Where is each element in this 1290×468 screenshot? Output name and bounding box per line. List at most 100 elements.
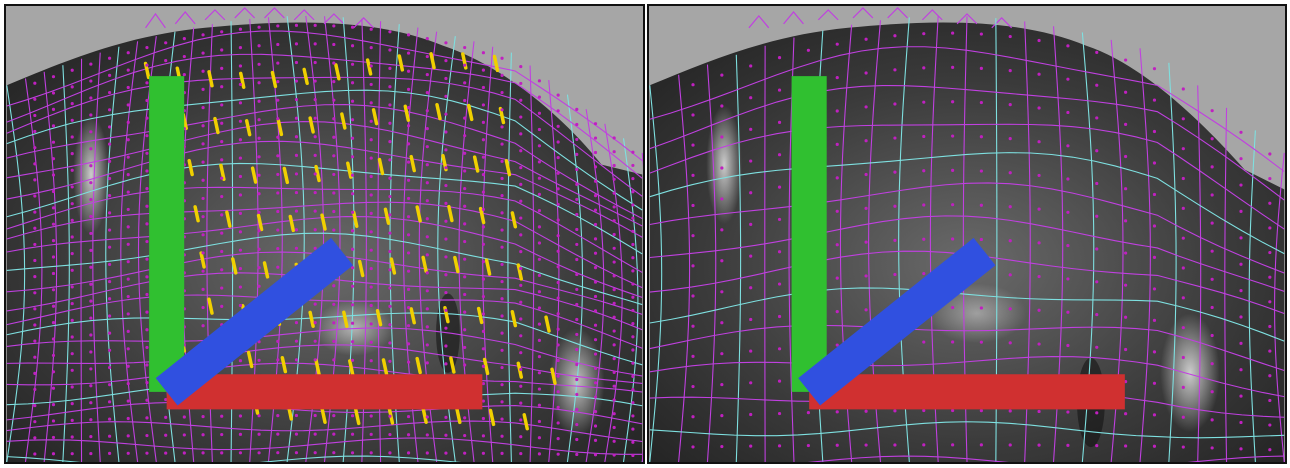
mesh-point xyxy=(777,282,782,286)
mesh-point xyxy=(575,257,579,262)
mesh-point xyxy=(612,398,616,402)
mesh-point xyxy=(107,56,112,60)
mesh-point xyxy=(519,250,523,254)
mesh-point xyxy=(350,266,355,270)
mesh-point xyxy=(425,37,429,41)
mesh-point xyxy=(425,109,429,113)
mesh-point xyxy=(556,218,560,222)
mesh-point xyxy=(500,194,504,198)
mesh-point xyxy=(257,25,261,29)
mesh-point xyxy=(537,144,542,148)
mesh-point xyxy=(33,420,37,424)
mesh-point xyxy=(979,100,983,105)
mesh-point xyxy=(500,142,504,146)
mesh-point xyxy=(1066,144,1070,148)
mesh-point xyxy=(593,136,598,140)
mesh-point xyxy=(1008,69,1012,73)
mesh-point xyxy=(1095,247,1099,251)
mesh-point xyxy=(1268,250,1272,255)
mesh-point xyxy=(164,397,168,402)
selected-cv xyxy=(409,154,416,173)
mesh-point xyxy=(388,103,392,107)
selected-cv xyxy=(516,263,524,281)
mesh-point xyxy=(444,148,448,152)
selected-cv xyxy=(342,310,349,328)
mesh-point xyxy=(631,203,635,207)
mesh-point xyxy=(1210,221,1214,225)
selected-cv xyxy=(308,116,315,134)
mesh-point xyxy=(951,134,955,138)
mesh-point xyxy=(238,193,243,197)
mesh-point xyxy=(556,187,560,191)
mesh-points-left xyxy=(33,23,635,458)
mesh-point xyxy=(406,433,411,437)
mesh-point xyxy=(537,306,542,310)
mesh-point xyxy=(1095,50,1099,54)
mesh-point xyxy=(1066,343,1070,348)
mesh-point xyxy=(145,134,149,138)
mesh-point xyxy=(33,387,37,392)
mesh-point xyxy=(425,181,429,185)
mesh-point xyxy=(145,45,149,50)
mesh-point xyxy=(777,88,782,92)
mesh-isoparm-u xyxy=(529,65,535,462)
mesh-point xyxy=(350,118,355,122)
mesh-point xyxy=(33,129,37,134)
mesh-point xyxy=(1095,411,1099,415)
mesh-point xyxy=(1124,283,1128,287)
mesh-point xyxy=(406,360,411,364)
mesh-point xyxy=(89,96,93,100)
mesh-point xyxy=(201,233,205,237)
mesh-point xyxy=(107,348,112,352)
mesh-point xyxy=(126,416,130,421)
mesh-point xyxy=(631,177,635,181)
mesh-point xyxy=(276,98,280,102)
mesh-point xyxy=(691,234,695,238)
mesh-point xyxy=(51,222,56,226)
mesh-point xyxy=(463,222,467,226)
mesh-point xyxy=(33,275,37,279)
mesh-point xyxy=(89,435,93,439)
mesh-point xyxy=(1124,154,1128,159)
mesh-point xyxy=(294,190,299,195)
mesh-isoparm-u xyxy=(1224,107,1228,462)
mesh-point xyxy=(1210,418,1214,422)
mesh-point xyxy=(1095,280,1099,284)
mesh-point xyxy=(556,171,560,175)
mesh-point xyxy=(575,152,579,156)
mesh-point xyxy=(425,343,429,347)
mesh-point xyxy=(1066,210,1070,214)
selected-cv xyxy=(375,308,383,327)
mesh-point xyxy=(691,113,695,117)
mesh-point xyxy=(575,182,579,187)
mesh-point xyxy=(537,403,542,407)
mesh-point xyxy=(332,135,336,139)
mesh-point xyxy=(481,242,485,246)
mesh-point xyxy=(369,285,373,289)
mesh-point xyxy=(332,117,336,121)
mesh-point xyxy=(388,176,392,180)
mesh-point xyxy=(500,211,504,215)
mesh-point xyxy=(922,408,926,413)
mesh-point xyxy=(463,45,467,50)
mesh-point xyxy=(313,97,317,102)
mesh-point xyxy=(481,382,485,386)
viewport-left[interactable] xyxy=(4,4,645,464)
mesh-point xyxy=(369,340,373,344)
mesh-point xyxy=(631,401,635,405)
mesh-isoparm-v xyxy=(6,455,643,462)
mesh-point xyxy=(350,229,355,233)
mesh-point xyxy=(537,355,542,359)
mesh-point xyxy=(51,255,56,259)
mesh-point xyxy=(691,143,695,147)
mesh-point xyxy=(145,257,149,261)
mesh-point xyxy=(1181,266,1185,270)
selected-cv xyxy=(455,406,462,425)
mesh-point xyxy=(893,170,897,174)
mesh-point xyxy=(1008,409,1012,413)
mesh-point xyxy=(951,408,955,413)
viewport-right[interactable] xyxy=(647,4,1287,464)
mesh-point xyxy=(519,283,523,287)
mesh-point xyxy=(556,358,560,363)
mesh-point xyxy=(201,324,205,328)
